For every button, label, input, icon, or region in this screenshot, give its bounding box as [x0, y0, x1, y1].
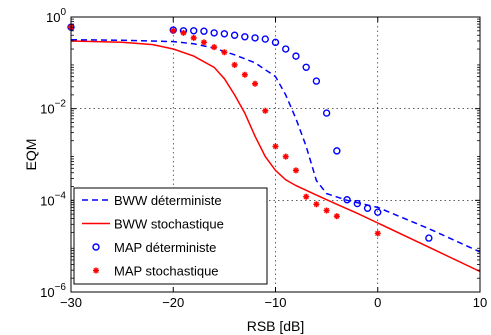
- y-axis-label: EQM: [23, 139, 39, 171]
- data-point: [313, 201, 320, 208]
- legend-label: BWW déterministe: [114, 193, 222, 208]
- star-stroke: [170, 28, 176, 34]
- y-tick-label: 10−6: [40, 282, 66, 300]
- legend-item: MAP stochastique: [93, 264, 219, 279]
- data-point: [425, 234, 433, 242]
- data-point: [312, 77, 321, 85]
- series-layer: [67, 23, 481, 273]
- legend-label: BWW stochastique: [114, 217, 224, 232]
- data-point: [210, 29, 218, 37]
- legend-item: MAP déterministe: [92, 240, 216, 255]
- star-stroke: [313, 201, 320, 207]
- y-tick-base: 10: [40, 102, 54, 117]
- data-point: [323, 207, 330, 214]
- data-point: [272, 143, 279, 150]
- series-2: [70, 40, 481, 273]
- star-stroke: [283, 153, 289, 160]
- y-tick-exponent: −2: [55, 99, 67, 110]
- x-tick-label: −30: [60, 295, 82, 310]
- data-point: [230, 31, 239, 39]
- data-point: [353, 199, 361, 208]
- data-point: [241, 33, 249, 41]
- series-line: [70, 40, 481, 273]
- y-tick-label: 10−4: [40, 190, 66, 208]
- y-tick-base: 10: [40, 285, 54, 300]
- data-point: [180, 29, 187, 36]
- data-point: [220, 30, 229, 38]
- y-tick-exponent: 0: [60, 7, 66, 18]
- star-stroke: [303, 194, 309, 200]
- data-point: [374, 230, 381, 237]
- data-point: [189, 27, 198, 35]
- star-stroke: [334, 213, 340, 219]
- data-point: [261, 35, 269, 43]
- data-point: [333, 147, 341, 155]
- star-stroke: [324, 207, 330, 214]
- legend-swatch: [93, 267, 99, 274]
- x-tick-label: 0: [374, 295, 381, 310]
- data-point: [221, 49, 228, 56]
- y-tick-exponent: −4: [55, 190, 67, 201]
- series-1: [70, 38, 481, 253]
- data-point: [303, 193, 310, 200]
- data-point: [343, 196, 351, 204]
- star-stroke: [242, 72, 248, 78]
- star-stroke: [262, 108, 268, 114]
- star-stroke: [272, 143, 279, 150]
- legend-box: [73, 187, 268, 285]
- star-stroke: [211, 44, 217, 50]
- series-line: [70, 38, 481, 253]
- data-point: [211, 44, 218, 51]
- star-stroke: [93, 267, 99, 274]
- y-tick-label: 10−2: [40, 99, 66, 117]
- data-point: [252, 80, 259, 87]
- data-point: [262, 107, 269, 114]
- y-tick-label: 100: [46, 7, 66, 25]
- x-tick-label: −20: [162, 295, 184, 310]
- x-tick-label: 10: [473, 295, 487, 310]
- data-point: [333, 213, 340, 220]
- legend-swatch: [92, 243, 100, 251]
- data-point: [374, 208, 382, 216]
- data-point: [292, 52, 300, 60]
- star-stroke: [252, 81, 258, 87]
- star-stroke: [375, 230, 381, 237]
- star-stroke: [293, 167, 299, 174]
- data-point: [170, 27, 177, 34]
- data-point: [200, 39, 207, 46]
- star-stroke: [191, 35, 197, 41]
- y-tick-base: 10: [46, 10, 60, 25]
- data-point: [302, 63, 310, 71]
- x-tick-label: −10: [264, 295, 286, 310]
- legend-label: MAP stochastique: [114, 264, 219, 279]
- data-point: [282, 153, 289, 160]
- x-axis-label: RSB [dB]: [247, 318, 305, 334]
- legend: BWW déterministe BWW stochastique MAP déte…: [73, 187, 268, 285]
- data-point: [190, 34, 197, 41]
- data-point: [200, 27, 208, 35]
- data-point: [271, 38, 280, 47]
- legend-label: MAP déterministe: [114, 240, 216, 255]
- data-point: [363, 204, 372, 213]
- data-point: [251, 34, 259, 42]
- star-stroke: [180, 30, 187, 36]
- star-stroke: [231, 62, 238, 68]
- y-tick-exponent: −6: [55, 282, 67, 293]
- data-point: [322, 109, 331, 117]
- star-stroke: [201, 39, 207, 45]
- data-point: [282, 45, 290, 53]
- legend-item: BWW déterministe: [82, 193, 222, 208]
- y-tick-base: 10: [40, 193, 54, 208]
- data-point: [231, 61, 238, 68]
- star-stroke: [221, 49, 227, 55]
- data-point: [241, 71, 248, 78]
- legend-item: BWW stochastique: [82, 217, 224, 232]
- data-point: [292, 167, 299, 174]
